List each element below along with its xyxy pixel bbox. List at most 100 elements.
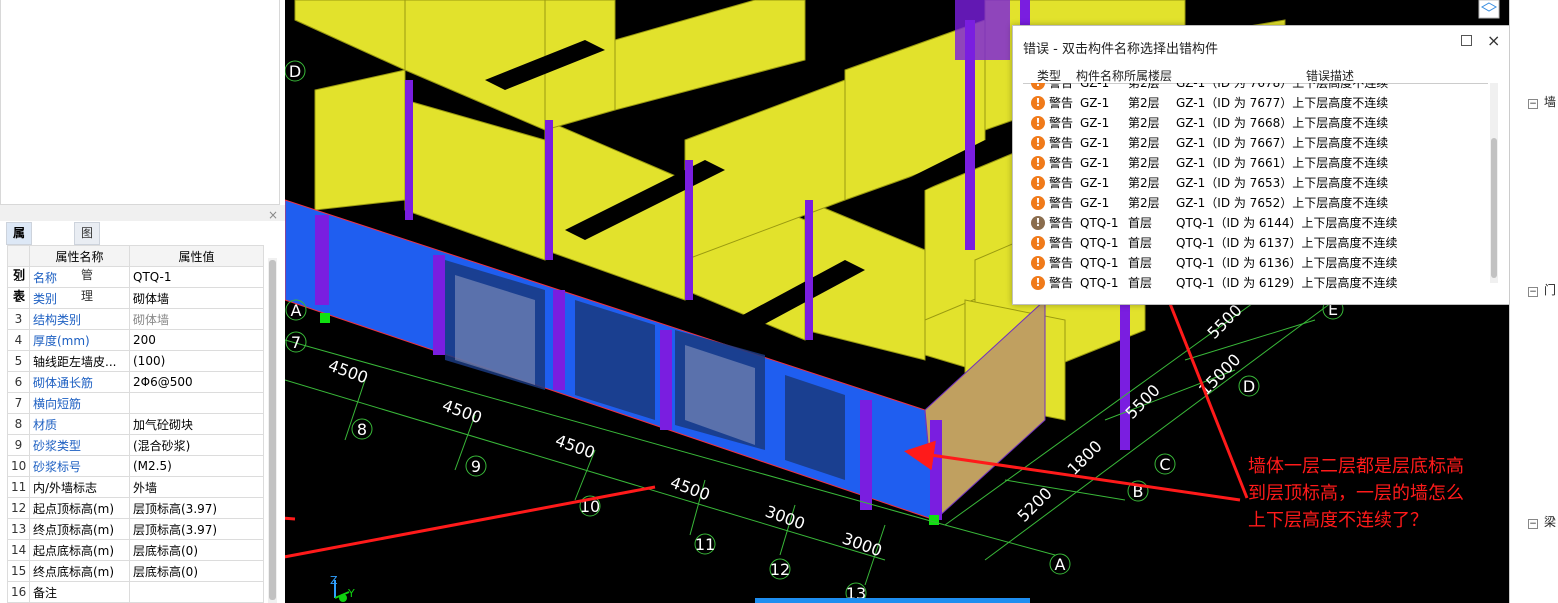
property-row[interactable]: 4 厚度(mm) 200 [7,329,264,351]
error-row[interactable]: ! 警告 GZ-1 第2层 GZ-1（ID 为 7678）上下层高度不连续 [1023,83,1493,93]
row-number: 6 [7,371,30,393]
axis-bubble [1238,375,1260,397]
property-row[interactable]: 16 备注 [7,581,264,603]
close-button[interactable]: × [1487,31,1501,50]
error-row[interactable]: ! 警告 GZ-1 第2层 GZ-1（ID 为 7653）上下层高度不连续 [1023,173,1493,193]
property-row[interactable]: 11 内/外墙标志 外墙 [7,476,264,498]
property-row[interactable]: 2 类别 砌体墙 [7,287,264,309]
axis-label: D [1243,377,1255,396]
component-name[interactable]: GZ-1 [1080,96,1110,110]
error-desc: GZ-1（ID 为 7667）上下层高度不连续 [1176,136,1389,150]
property-value: (M2.5) [129,455,264,477]
property-row[interactable]: 6 砌体通长筋 2Φ6@500 [7,371,264,393]
property-value: 加气砼砌块 [129,413,264,435]
axis-label: Y [347,587,355,600]
row-number: 16 [7,581,30,603]
row-number: 10 [7,455,30,477]
axis-bubble [1127,480,1149,502]
error-list: ! 警告 GZ-1 第2层 GZ-1（ID 为 7678）上下层高度不连续! 警告 GZ-1… [1023,83,1493,293]
warning-icon: ! [1031,256,1045,270]
property-value: 层底标高(0) [129,560,264,582]
row-number: 2 [7,287,30,309]
scrollbar[interactable] [268,258,277,603]
error-row[interactable]: ! 警告 GZ-1 第2层 GZ-1（ID 为 7677）上下层高度不连续 [1023,93,1493,113]
property-row[interactable]: 15 终点底标高(m) 层底标高(0) [7,560,264,582]
property-table: 属性名称 属性值 1 名称 QTQ-1 2 类别 砌体墙 3 结构类别 砌体墙 4 厚度(mm) 20… [7,245,264,603]
axis-label: Z [330,574,338,587]
error-row[interactable]: ! 警告 GZ-1 第2层 GZ-1（ID 为 7667）上下层高度不连续 [1023,133,1493,153]
property-value: 外墙 [129,476,264,498]
component-name[interactable]: GZ-1 [1080,156,1110,170]
error-desc: QTQ-1（ID 为 6136）上下层高度不连续 [1176,256,1398,270]
error-row[interactable]: ! 警告 QTQ-1 首层 QTQ-1（ID 为 6136）上下层高度不连续 [1023,253,1493,273]
error-type: 警告 [1049,136,1074,150]
floor: 首层 [1128,236,1153,250]
property-value: 层底标高(0) [129,539,264,561]
property-row[interactable]: 14 起点底标高(m) 层底标高(0) [7,539,264,561]
tree-label: 门 [1544,283,1557,297]
component-name[interactable]: GZ-1 [1080,116,1110,130]
error-row[interactable]: ! 警告 GZ-1 第2层 GZ-1（ID 为 7668）上下层高度不连续 [1023,113,1493,133]
property-name: 内/外墙标志 [29,476,130,498]
error-row[interactable]: ! 警告 QTQ-1 首层 QTQ-1（ID 为 6137）上下层高度不连续 [1023,233,1493,253]
annotation-line: 墙体一层二层都是层底标高 [1248,456,1464,477]
property-row[interactable]: 10 砂浆标号 (M2.5) [7,455,264,477]
property-name: 砂浆标号 [29,455,130,477]
component-name[interactable]: GZ-1 [1080,176,1110,190]
property-row[interactable]: 13 终点顶标高(m) 层顶标高(3.97) [7,518,264,540]
error-row[interactable]: ! 警告 QTQ-1 首层 QTQ-1（ID 为 6129）上下层高度不连续 [1023,273,1493,293]
scrollbar[interactable] [1490,83,1498,283]
row-number: 12 [7,497,30,519]
error-row[interactable]: ! 警告 GZ-1 第2层 GZ-1（ID 为 7652）上下层高度不连续 [1023,193,1493,213]
warning-icon: ! [1031,83,1045,90]
property-value: 砌体墙 [129,287,264,309]
component-name[interactable]: GZ-1 [1080,136,1110,150]
warning-icon: ! [1031,276,1045,290]
tree-item[interactable]: − 墙 [1528,95,1557,109]
annotation-line: 上下层高度不连续了？ [1248,510,1428,531]
column-header[interactable]: 类型 [1037,69,1062,83]
component-name[interactable]: GZ-1 [1080,196,1110,210]
header-cell: 属性名称 [29,245,130,267]
warning-icon: ! [1031,96,1045,110]
component-name[interactable]: QTQ-1 [1080,216,1119,230]
property-name: 终点顶标高(m) [29,518,130,540]
component-name[interactable]: QTQ-1 [1080,256,1119,270]
maximize-button[interactable] [1461,35,1472,46]
property-row[interactable]: 8 材质 加气砼砌块 [7,413,264,435]
error-desc: GZ-1（ID 为 7652）上下层高度不连续 [1176,196,1389,210]
dialog-title: 错误 - 双击构件名称选择出错构件 [1023,42,1218,57]
tab[interactable]: 图层管理 [74,222,101,303]
property-row[interactable]: 12 起点顶标高(m) 层顶标高(3.97) [7,497,264,519]
error-desc: QTQ-1（ID 为 6129）上下层高度不连续 [1176,276,1398,290]
property-row[interactable]: 1 名称 QTQ-1 [7,266,264,288]
component-name[interactable]: GZ-1 [1080,83,1110,90]
column-header[interactable]: 所属楼层 [1124,69,1173,83]
warning-icon: ! [1031,236,1045,250]
floor: 第2层 [1128,156,1160,170]
column-header[interactable]: 构件名称 [1076,69,1125,83]
property-row[interactable]: 5 轴线距左墙皮... (100) [7,350,264,372]
tab[interactable]: 属性列表 [6,222,33,303]
warning-icon: ! [1031,156,1045,170]
column-header[interactable]: 错误描述 [1306,69,1355,83]
error-type: 警告 [1049,116,1074,130]
property-row[interactable]: 9 砂浆类型 (混合砂浆) [7,434,264,456]
component-name[interactable]: QTQ-1 [1080,236,1119,250]
tree-label: 梁 [1544,515,1557,529]
property-row[interactable]: 3 结构类别 砌体墙 [7,308,264,330]
property-value: 砌体墙 [129,308,264,330]
axis-bubble [285,60,306,82]
error-row[interactable]: ! 警告 QTQ-1 首层 QTQ-1（ID 为 6144）上下层高度不连续 [1023,213,1493,233]
error-row[interactable]: ! 警告 GZ-1 第2层 GZ-1（ID 为 7661）上下层高度不连续 [1023,153,1493,173]
tree-item[interactable]: − 梁 [1528,515,1557,529]
component-name[interactable]: QTQ-1 [1080,276,1119,290]
row-number: 8 [7,413,30,435]
tree-item[interactable]: − 门 [1528,283,1557,297]
property-row[interactable]: 7 横向短筋 [7,392,264,414]
annotation: 墙体一层二层都是层底标高 到层顶标高，一层的墙怎么 上下层高度不连续了？ [1248,453,1464,534]
property-name: 砂浆类型 [29,434,130,456]
close-button[interactable]: × [268,208,279,222]
property-name: 材质 [29,413,130,435]
